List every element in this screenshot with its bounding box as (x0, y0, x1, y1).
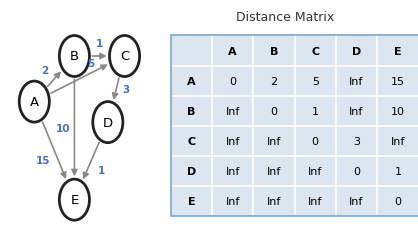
Bar (336, 36, 377, 66)
Bar (295, 36, 336, 66)
Text: D: D (187, 166, 196, 176)
Bar (171, 186, 212, 216)
Text: Inf: Inf (225, 166, 240, 176)
Bar (336, 66, 377, 96)
Bar (336, 126, 377, 156)
Bar (295, 126, 336, 156)
Text: 0: 0 (353, 166, 360, 176)
Text: 0: 0 (312, 136, 319, 146)
Bar (253, 36, 295, 66)
Circle shape (93, 102, 123, 143)
Bar (253, 96, 295, 126)
Text: A: A (228, 46, 237, 56)
Text: A: A (187, 76, 196, 86)
Text: Inf: Inf (267, 136, 281, 146)
Bar (171, 126, 212, 156)
Text: 15: 15 (391, 76, 405, 86)
Bar (336, 156, 377, 186)
Text: 10: 10 (391, 106, 405, 116)
Text: 5: 5 (87, 59, 95, 69)
Text: Inf: Inf (308, 196, 322, 206)
Text: Inf: Inf (308, 166, 322, 176)
Bar (171, 156, 212, 186)
Text: 2: 2 (270, 76, 278, 86)
Bar (253, 156, 295, 186)
Text: D: D (103, 116, 113, 129)
Text: 3: 3 (122, 85, 130, 95)
Bar (336, 96, 377, 126)
Text: Inf: Inf (267, 166, 281, 176)
Text: Inf: Inf (349, 196, 364, 206)
Text: 0: 0 (270, 106, 278, 116)
Circle shape (59, 179, 89, 220)
Text: 0: 0 (229, 76, 236, 86)
Text: Distance Matrix: Distance Matrix (236, 11, 334, 24)
Text: D: D (352, 46, 361, 56)
Text: E: E (70, 193, 79, 206)
Text: A: A (30, 96, 39, 109)
Bar (212, 126, 253, 156)
Bar (171, 66, 212, 96)
Bar (212, 66, 253, 96)
Bar (377, 36, 418, 66)
Bar (212, 96, 253, 126)
Text: 10: 10 (56, 123, 70, 133)
Circle shape (110, 36, 140, 77)
Text: Inf: Inf (349, 76, 364, 86)
Text: 5: 5 (312, 76, 319, 86)
Bar (295, 66, 336, 96)
Text: C: C (120, 50, 129, 63)
Text: E: E (394, 46, 402, 56)
Text: 3: 3 (353, 136, 360, 146)
Circle shape (19, 82, 49, 123)
Bar (377, 96, 418, 126)
Text: 1: 1 (394, 166, 401, 176)
Bar (212, 156, 253, 186)
Text: 1: 1 (97, 165, 105, 175)
Bar (377, 66, 418, 96)
Text: C: C (187, 136, 195, 146)
Bar (295, 156, 336, 186)
Text: Inf: Inf (391, 136, 405, 146)
Text: Inf: Inf (225, 136, 240, 146)
Bar (253, 126, 295, 156)
Text: 0: 0 (394, 196, 401, 206)
Text: 15: 15 (36, 155, 50, 165)
Bar (377, 156, 418, 186)
Bar (377, 126, 418, 156)
Bar (171, 96, 212, 126)
Text: C: C (311, 46, 319, 56)
Text: E: E (188, 196, 195, 206)
Bar (295, 96, 336, 126)
Text: 1: 1 (312, 106, 319, 116)
Bar (171, 36, 212, 66)
Bar (295, 186, 336, 216)
Bar (212, 186, 253, 216)
Bar (253, 186, 295, 216)
Text: B: B (270, 46, 278, 56)
Text: B: B (70, 50, 79, 63)
Bar (377, 186, 418, 216)
Text: 1: 1 (96, 39, 103, 49)
Text: 2: 2 (41, 65, 49, 75)
Text: Inf: Inf (349, 106, 364, 116)
Bar (171, 36, 418, 216)
Text: Inf: Inf (225, 196, 240, 206)
Circle shape (59, 36, 89, 77)
Bar (336, 186, 377, 216)
Text: Inf: Inf (225, 106, 240, 116)
Text: B: B (187, 106, 196, 116)
Text: Inf: Inf (267, 196, 281, 206)
Bar (253, 66, 295, 96)
Bar (212, 36, 253, 66)
